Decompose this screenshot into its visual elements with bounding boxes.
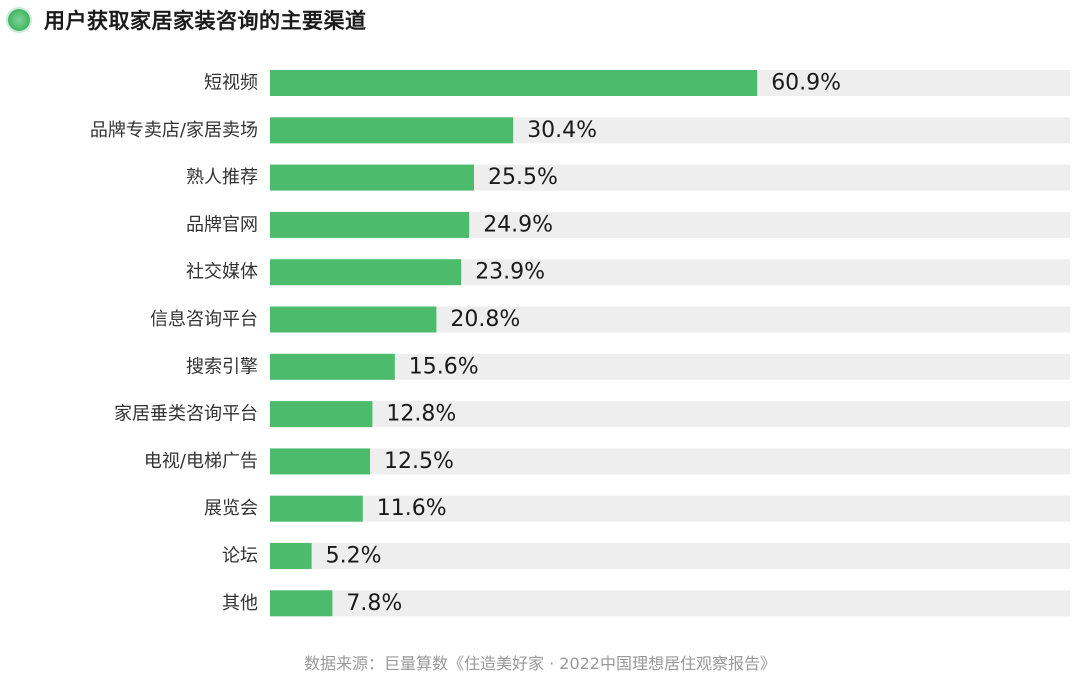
category-label: 社交媒体	[186, 262, 258, 283]
value-label: 5.2%	[326, 544, 382, 569]
bullet-dot-icon	[8, 9, 30, 31]
bar-track	[270, 448, 1070, 475]
value-label: 7.8%	[346, 591, 402, 616]
bar	[270, 401, 373, 428]
bar-row: 社交媒体 23.9%	[186, 259, 1070, 286]
bar-row: 品牌官网 24.9%	[186, 211, 1070, 238]
bar-track	[270, 543, 1070, 569]
value-label: 12.8%	[386, 402, 456, 427]
category-label: 品牌专卖店/家居卖场	[90, 120, 258, 141]
value-label: 60.9%	[771, 71, 841, 96]
bar	[270, 259, 462, 286]
bar	[270, 590, 333, 617]
bar	[270, 211, 470, 238]
bar	[270, 543, 312, 569]
bar-row: 信息咨询平台 20.8%	[150, 306, 1070, 333]
value-label: 20.8%	[450, 307, 520, 332]
bar-row: 搜索引擎 15.6%	[186, 353, 1070, 380]
bar-row: 品牌专卖店/家居卖场 30.4%	[90, 117, 1070, 144]
bar-row: 家居垂类咨询平台 12.8%	[114, 401, 1070, 428]
category-label: 其他	[222, 593, 258, 614]
bar	[270, 70, 758, 96]
bar-track	[270, 495, 1070, 522]
bar-row: 展览会 11.6%	[204, 495, 1070, 522]
bar-chart: 短视频 60.9% 品牌专卖店/家居卖场 30.4% 熟人推荐 25.5% 品牌官网 24.9…	[90, 70, 1070, 617]
bar-row: 短视频 60.9%	[204, 70, 1070, 96]
bar	[270, 117, 514, 144]
bar	[270, 164, 474, 191]
bar-track	[270, 590, 1070, 617]
value-label: 12.5%	[384, 449, 454, 474]
category-label: 家居垂类咨询平台	[114, 404, 258, 425]
bar-row: 电视/电梯广告 12.5%	[144, 448, 1070, 475]
bar	[270, 353, 395, 380]
chart-title: 用户获取家居家装咨询的主要渠道	[44, 9, 367, 33]
data-source-note: 数据来源：巨量算数《住造美好家 · 2022中国理想居住观察报告》	[304, 654, 776, 673]
category-label: 电视/电梯广告	[144, 451, 258, 472]
category-label: 熟人推荐	[186, 167, 258, 188]
category-label: 信息咨询平台	[150, 309, 258, 330]
bar-track	[270, 353, 1070, 380]
value-label: 15.6%	[409, 354, 479, 379]
bar	[270, 306, 437, 333]
bar-track	[270, 401, 1070, 428]
category-label: 搜索引擎	[186, 356, 258, 377]
bar-row: 熟人推荐 25.5%	[186, 164, 1070, 191]
value-label: 30.4%	[527, 118, 597, 143]
bar-row: 其他 7.8%	[222, 590, 1070, 617]
bar	[270, 495, 363, 522]
category-label: 论坛	[222, 546, 258, 567]
category-label: 短视频	[204, 73, 258, 94]
bar-row: 论坛 5.2%	[222, 543, 1070, 569]
value-label: 11.6%	[377, 496, 447, 521]
category-label: 展览会	[204, 498, 258, 519]
value-label: 25.5%	[488, 165, 558, 190]
category-label: 品牌官网	[186, 214, 258, 235]
bar	[270, 448, 370, 475]
chart-header: 用户获取家居家装咨询的主要渠道	[8, 4, 367, 36]
value-label: 24.9%	[483, 212, 553, 237]
value-label: 23.9%	[475, 260, 545, 285]
